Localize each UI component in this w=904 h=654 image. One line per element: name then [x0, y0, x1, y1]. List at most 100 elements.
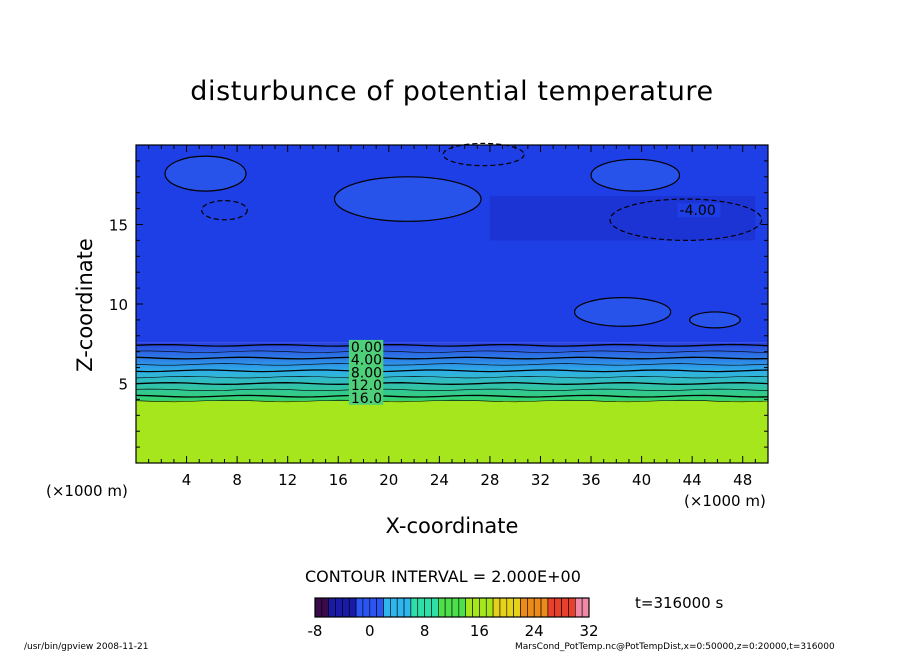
colorbar-cell: [547, 597, 556, 618]
time-label: t=316000 s: [635, 594, 724, 612]
contour-label: -4.00: [680, 203, 716, 219]
x-axis-ticks: 4 8 12 16 20 24 28 32 36 40 44 48: [148, 145, 756, 489]
x-tick-label: 40: [632, 471, 651, 489]
y-axis-unit-note: (×1000 m): [46, 482, 128, 500]
y-tick-label: 5: [118, 376, 128, 394]
colorbar-cell: [568, 597, 576, 618]
colorbar-cell: [362, 597, 371, 618]
contour-label: 8.00: [351, 365, 382, 381]
colorbar-cell: [376, 597, 384, 618]
contour-line: [135, 356, 769, 360]
contour-cell: [201, 200, 248, 221]
colorbar-tick-label: 32: [579, 622, 598, 640]
contour-cell: [590, 158, 681, 192]
colorbar-cell: [492, 597, 501, 618]
colorbar-cell: [424, 597, 432, 618]
contour-cell: [442, 142, 525, 167]
footer-left: /usr/bin/gpview 2008-11-21: [24, 642, 149, 652]
contour-label: 0.00: [351, 340, 382, 356]
contour-line: [135, 388, 769, 391]
colorbar-cell: [383, 597, 391, 618]
colorbar-tick-label: -8: [308, 622, 323, 640]
colorbar-cell: [458, 597, 467, 618]
colorbar-cell: [328, 597, 336, 618]
colorbar-cell: [342, 597, 350, 618]
contour-line: [135, 394, 769, 398]
contour-label-bg: [348, 352, 384, 367]
contour-label-bg: [348, 365, 384, 380]
contour-line: [135, 350, 769, 353]
contour-cell: [609, 198, 763, 241]
contour-line: [135, 399, 769, 403]
x-tick-label: 24: [430, 471, 449, 489]
footer-right: MarsCond_PotTemp.nc@PotTempDist,x=0:5000…: [515, 642, 835, 652]
colorbar-cell: [451, 597, 460, 618]
contour-label: 12.0: [351, 378, 382, 394]
colorbar-cell: [396, 597, 405, 618]
colorbar-cell: [355, 597, 364, 618]
contour-label: 16.0: [351, 391, 382, 407]
contour-line: [135, 382, 769, 385]
colorbar-cell: [417, 597, 425, 618]
chart-title: disturbunce of potential temperature: [190, 76, 714, 107]
contour-interval-text: CONTOUR INTERVAL = 2.000E+00: [305, 567, 581, 586]
colorbar-tick-label: 24: [525, 622, 544, 640]
colorbar-cell: [506, 597, 514, 618]
colorbar-cell: [513, 597, 521, 618]
x-tick-label: 4: [182, 471, 192, 489]
contour-cell: [689, 311, 741, 329]
colorbar-cell: [321, 597, 330, 618]
x-axis-unit-note: (×1000 m): [684, 492, 766, 510]
colorbar-tick-label: 0: [365, 622, 375, 640]
field-upper-region: [136, 145, 768, 343]
field-gradient-layer: [136, 342, 768, 401]
colorbar-cell: [520, 597, 528, 618]
x-tick-label: 8: [232, 471, 242, 489]
colorbar-cell: [554, 597, 562, 618]
x-tick-label: 28: [480, 471, 499, 489]
contour-label-bg: [348, 378, 384, 393]
colorbar-cell: [533, 597, 542, 618]
x-tick-label: 48: [733, 471, 752, 489]
colorbar-cell: [314, 597, 323, 618]
colorbar-cell: [485, 597, 494, 618]
colorbar-cell: [540, 597, 549, 618]
colorbar-cell: [444, 597, 453, 618]
x-tick-label: 44: [683, 471, 702, 489]
y-tick-label: 15: [109, 217, 128, 235]
contour-line: [135, 363, 769, 366]
colorbar-cell: [465, 597, 473, 618]
x-tick-label: 12: [278, 471, 297, 489]
colorbar: -8 0 8 16 24 32: [308, 597, 599, 640]
contour-line: [135, 369, 769, 373]
y-axis-label: Z-coordinate: [73, 238, 97, 372]
colorbar-cell: [348, 597, 357, 618]
contour-cell: [333, 176, 482, 222]
colorbar-cell: [410, 597, 419, 618]
contour-label-bg: [677, 203, 721, 218]
contour-cell: [574, 297, 672, 327]
colorbar-cell: [390, 597, 398, 618]
colorbar-cell: [479, 597, 487, 618]
colorbar-cell: [369, 597, 377, 618]
x-tick-label: 16: [329, 471, 348, 489]
colorbar-cell: [335, 597, 343, 618]
colorbar-cell: [581, 597, 590, 618]
x-tick-label: 36: [581, 471, 600, 489]
contour-label: 4.00: [351, 353, 382, 369]
y-axis-ticks: 5 10 15: [109, 160, 768, 448]
colorbar-cell: [561, 597, 569, 618]
x-tick-label: 20: [379, 471, 398, 489]
colorbar-tick-label: 16: [470, 622, 489, 640]
colorbar-cell: [574, 597, 583, 618]
contour-label-bg: [348, 339, 384, 354]
field-lower-region: [136, 400, 768, 463]
contour-lines: [135, 142, 769, 403]
x-axis-label: X-coordinate: [385, 514, 519, 538]
colorbar-cell: [403, 597, 412, 618]
contour-line: [135, 343, 769, 347]
colorbar-tick-label: 8: [420, 622, 430, 640]
